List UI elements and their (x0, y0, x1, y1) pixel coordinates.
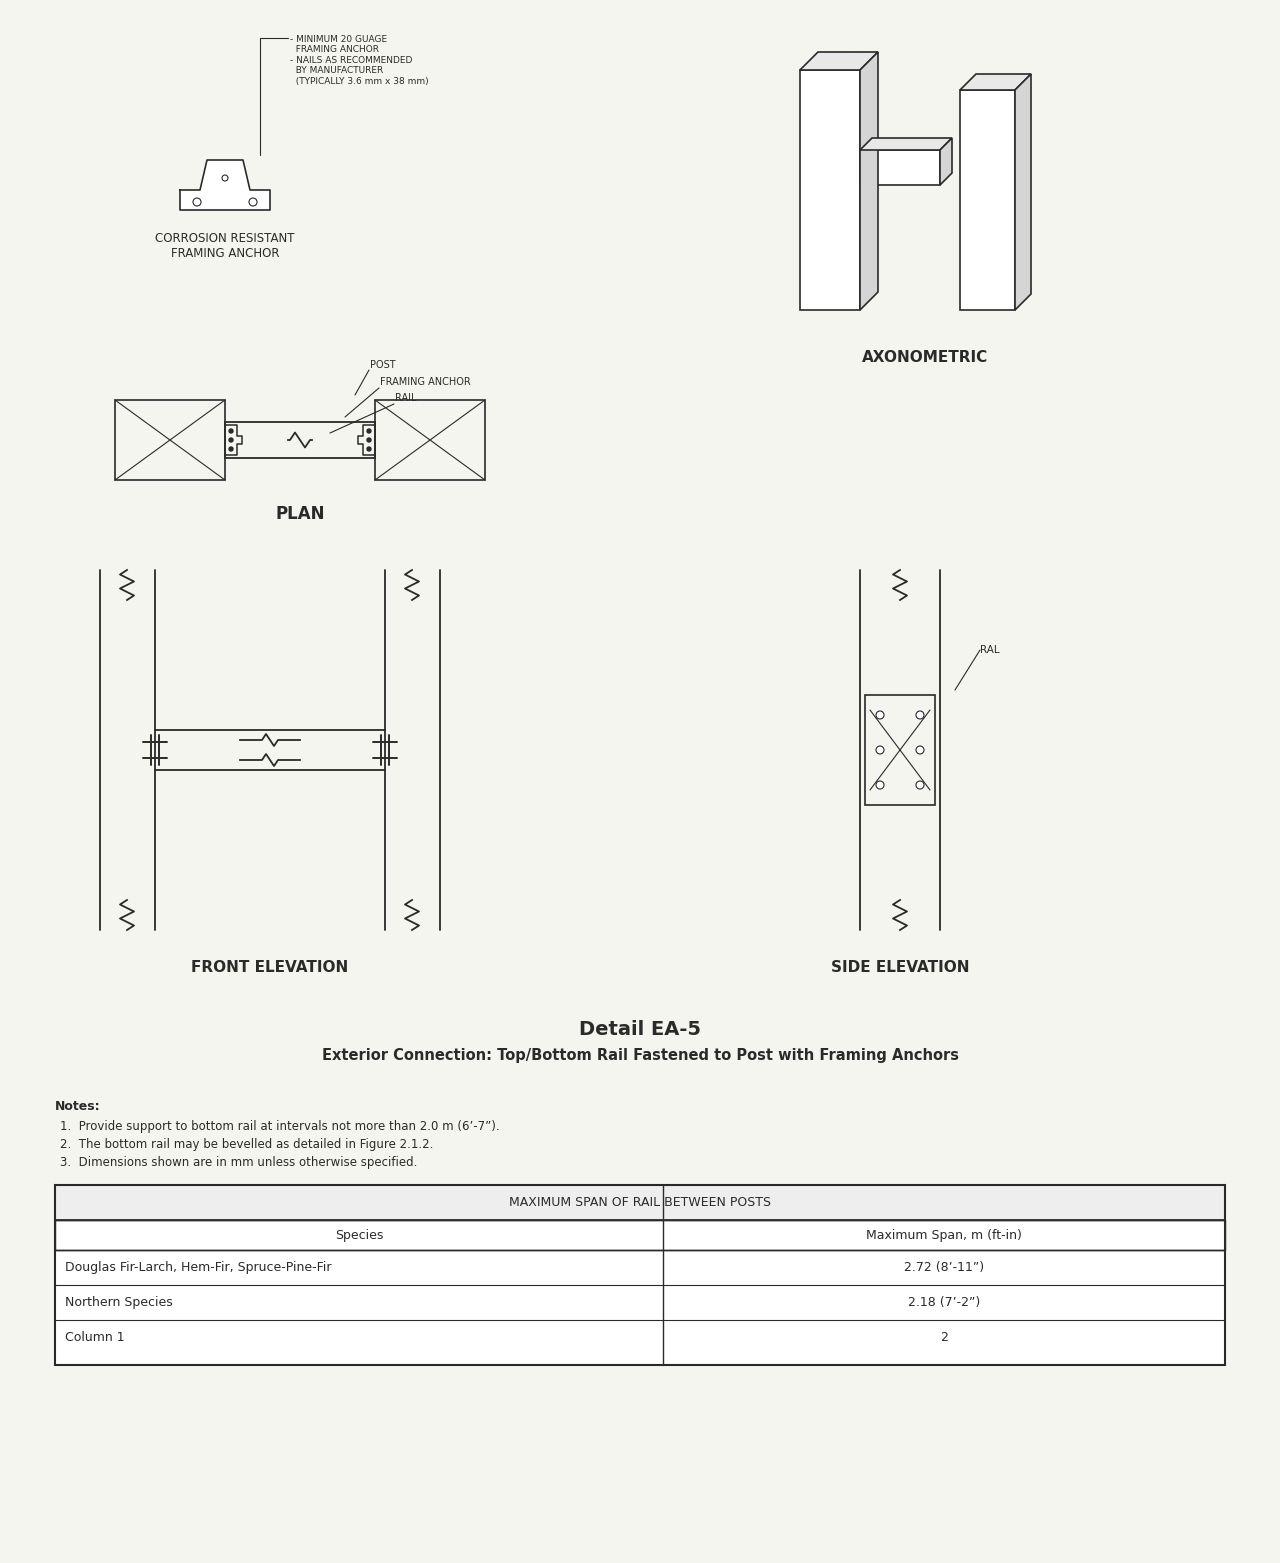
Text: - MINIMUM 20 GUAGE
  FRAMING ANCHOR
- NAILS AS RECOMMENDED
  BY MANUFACTURER
  (: - MINIMUM 20 GUAGE FRAMING ANCHOR - NAIL… (291, 34, 429, 86)
Circle shape (876, 782, 884, 789)
Text: MAXIMUM SPAN OF RAIL BETWEEN POSTS: MAXIMUM SPAN OF RAIL BETWEEN POSTS (509, 1196, 771, 1208)
Polygon shape (180, 159, 270, 209)
Text: AXONOMETRIC: AXONOMETRIC (861, 350, 988, 366)
Text: Exterior Connection: Top/Bottom Rail Fastened to Post with Framing Anchors: Exterior Connection: Top/Bottom Rail Fas… (321, 1049, 959, 1063)
Bar (375, 400, 485, 480)
Circle shape (229, 428, 233, 433)
Bar (115, 400, 225, 480)
Text: POST: POST (370, 359, 396, 370)
Circle shape (916, 711, 924, 719)
Text: Detail EA-5: Detail EA-5 (579, 1021, 701, 1039)
Text: Notes:: Notes: (55, 1100, 101, 1113)
Text: FRAMING ANCHOR: FRAMING ANCHOR (380, 377, 471, 388)
Circle shape (221, 175, 228, 181)
Text: Species: Species (335, 1229, 384, 1241)
Polygon shape (860, 150, 940, 184)
Circle shape (367, 428, 371, 433)
Circle shape (876, 746, 884, 753)
Polygon shape (960, 91, 1015, 309)
Circle shape (229, 447, 233, 452)
Bar (865, 696, 934, 805)
Circle shape (229, 438, 233, 442)
Text: 2.18 (7’-2”): 2.18 (7’-2”) (908, 1296, 980, 1308)
Text: Northern Species: Northern Species (65, 1296, 173, 1308)
Text: PLAN: PLAN (275, 505, 325, 524)
Circle shape (916, 782, 924, 789)
Polygon shape (800, 70, 860, 309)
Bar (225, 422, 375, 458)
Text: Maximum Span, m (ft-in): Maximum Span, m (ft-in) (867, 1229, 1023, 1241)
Circle shape (193, 199, 201, 206)
Circle shape (367, 438, 371, 442)
Circle shape (367, 447, 371, 452)
Polygon shape (800, 52, 878, 70)
Polygon shape (860, 138, 952, 150)
Text: Douglas Fir-Larch, Hem-Fir, Spruce-Pine-Fir: Douglas Fir-Larch, Hem-Fir, Spruce-Pine-… (65, 1261, 332, 1274)
Polygon shape (960, 73, 1030, 91)
Bar (55, 1185, 1225, 1364)
Text: 2: 2 (941, 1332, 948, 1344)
Text: CORROSION RESISTANT
FRAMING ANCHOR: CORROSION RESISTANT FRAMING ANCHOR (155, 231, 294, 259)
Text: SIDE ELEVATION: SIDE ELEVATION (831, 960, 969, 975)
Bar (55, 1185, 1225, 1364)
Text: Column 1: Column 1 (65, 1332, 124, 1344)
Circle shape (876, 711, 884, 719)
Text: RAL: RAL (980, 646, 1000, 655)
Bar (55, 1185, 1225, 1221)
Circle shape (250, 199, 257, 206)
Text: 2.  The bottom rail may be bevelled as detailed in Figure 2.1.2.: 2. The bottom rail may be bevelled as de… (60, 1138, 434, 1150)
Text: 2.72 (8’-11”): 2.72 (8’-11”) (904, 1261, 984, 1274)
Polygon shape (860, 52, 878, 309)
Text: FRONT ELEVATION: FRONT ELEVATION (192, 960, 348, 975)
Text: 3.  Dimensions shown are in mm unless otherwise specified.: 3. Dimensions shown are in mm unless oth… (60, 1157, 417, 1169)
Polygon shape (1015, 73, 1030, 309)
Text: RAIL: RAIL (396, 392, 416, 403)
Circle shape (916, 746, 924, 753)
Polygon shape (940, 138, 952, 184)
Bar (55, 1221, 1225, 1250)
Text: 1.  Provide support to bottom rail at intervals not more than 2.0 m (6’-7”).: 1. Provide support to bottom rail at int… (60, 1121, 499, 1133)
